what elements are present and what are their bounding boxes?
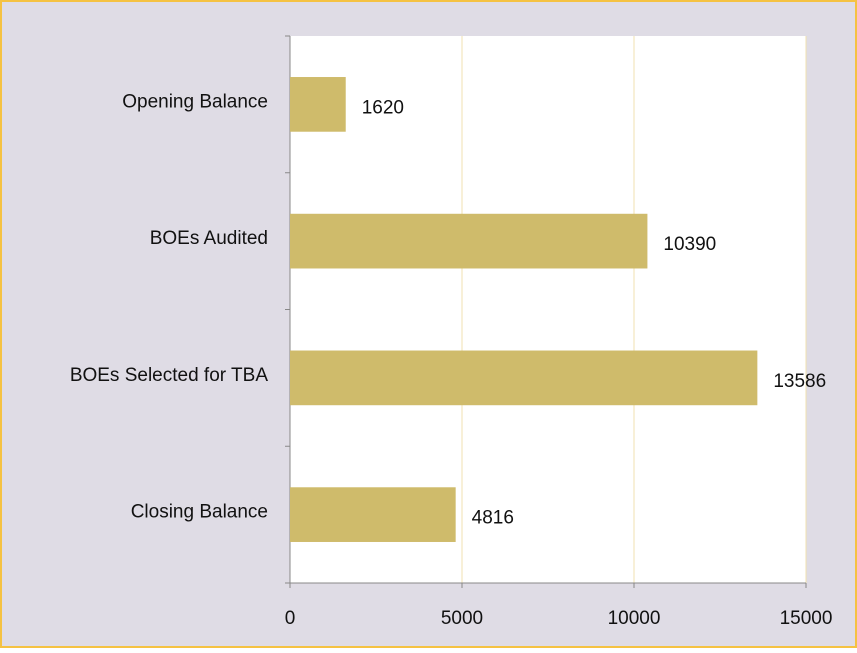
value-label: 10390: [663, 234, 716, 255]
value-label: 4816: [472, 508, 514, 529]
value-label: 1620: [362, 97, 404, 118]
x-tick-label: 0: [285, 608, 296, 629]
x-tick-label: 15000: [780, 608, 833, 629]
y-tick-label: BOEs Audited: [150, 228, 268, 249]
bar: [290, 77, 346, 132]
y-tick-label: Opening Balance: [122, 91, 268, 112]
bar: [290, 350, 758, 406]
y-tick-label: Closing Balance: [131, 502, 268, 523]
x-tick-label: 10000: [608, 608, 661, 629]
bar: [290, 213, 648, 269]
y-tick-label: BOEs Selected for TBA: [70, 365, 269, 386]
bar: [290, 487, 456, 542]
value-label: 13586: [773, 371, 826, 392]
x-tick-label: 5000: [441, 608, 483, 629]
